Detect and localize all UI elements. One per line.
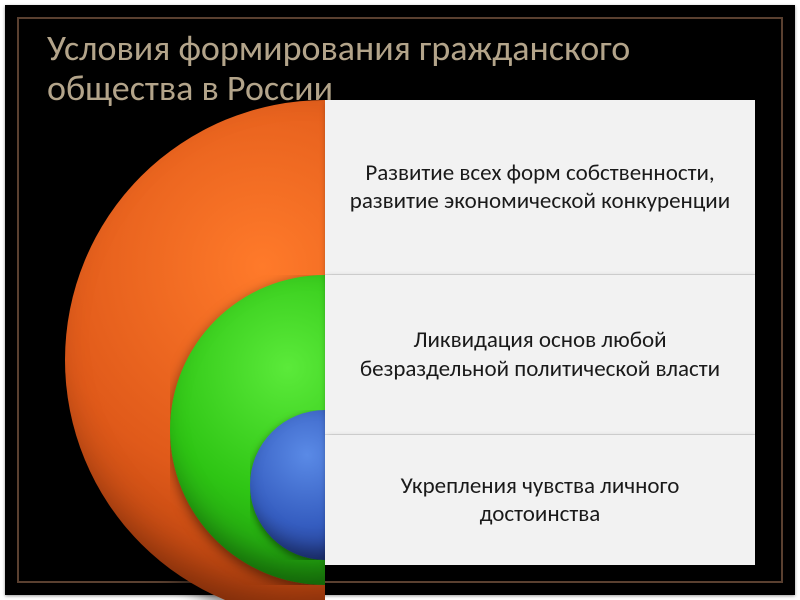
panel-3-text: Укрепления чувства личного достоинства bbox=[341, 472, 739, 528]
panel-2-text: Ликвидация основ любой безраздельной пол… bbox=[341, 326, 739, 382]
panel-1: Развитие всех форм собственности, развит… bbox=[325, 100, 755, 275]
slide: Условия формирования гражданского общест… bbox=[5, 5, 795, 595]
text-panels: Развитие всех форм собственности, развит… bbox=[325, 100, 755, 565]
panel-2: Ликвидация основ любой безраздельной пол… bbox=[325, 275, 755, 435]
stacked-venn-diagram: Развитие всех форм собственности, развит… bbox=[5, 5, 795, 595]
panel-1-text: Развитие всех форм собственности, развит… bbox=[341, 159, 739, 215]
panel-3: Укрепления чувства личного достоинства bbox=[325, 435, 755, 565]
